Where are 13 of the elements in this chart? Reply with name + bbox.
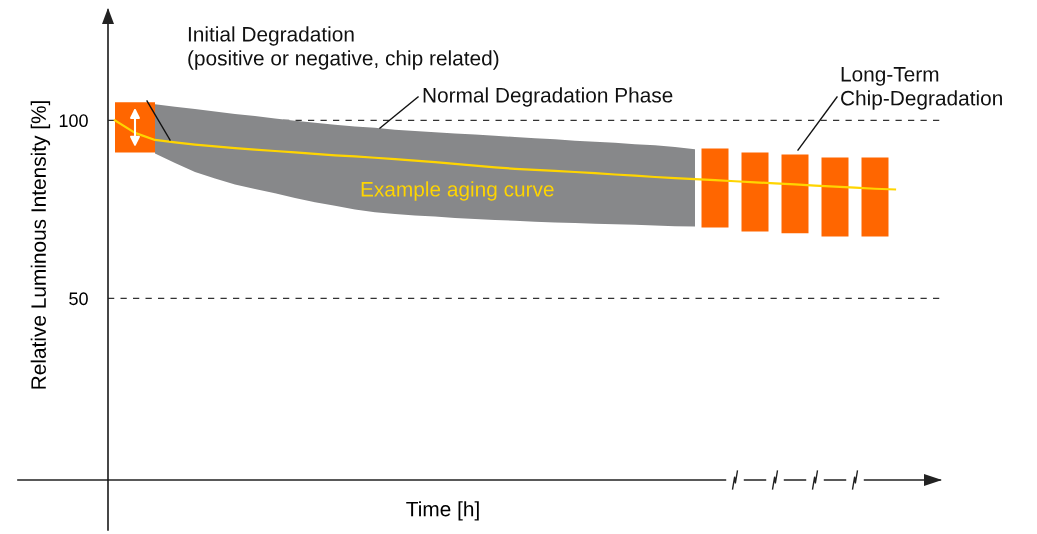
bar (861, 157, 889, 237)
bar (741, 152, 769, 232)
x-axis-title: Time [h] (406, 501, 479, 521)
annotation: Normal Degradation Phase (423, 87, 673, 107)
bar (821, 157, 849, 237)
y-tick-label: 100 (59, 114, 88, 128)
y-tick-label: 50 (69, 292, 88, 306)
annotation: Long-Term Chip-Degradation (841, 67, 1002, 110)
bar (701, 148, 729, 228)
bar (781, 154, 809, 234)
y-axis-title: Relative Luminous Intensity [%] (30, 101, 51, 389)
annotation: Initial Degradation (positive or negative, chip related) (188, 26, 499, 70)
annotation: Example aging curve (361, 181, 554, 201)
